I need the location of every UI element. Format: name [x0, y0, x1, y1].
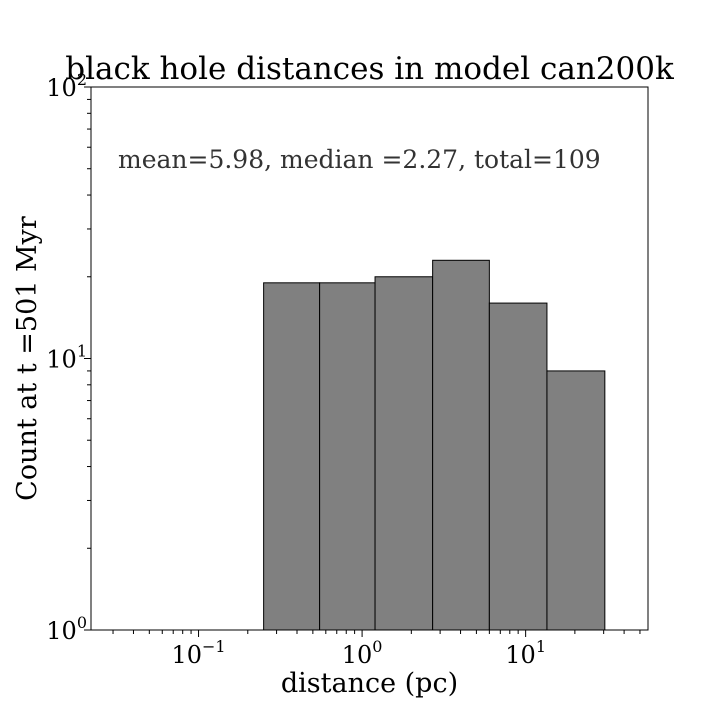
- histogram-bar: [546, 370, 606, 631]
- histogram-bar: [374, 276, 434, 631]
- x-axis-label: distance (pc): [281, 668, 458, 699]
- x-tick-label: 100: [342, 637, 383, 669]
- plot-frame: [90, 86, 649, 631]
- ticks-group: [84, 86, 641, 637]
- y-axis-label: Count at t =501 Myr: [12, 216, 43, 501]
- histogram-bar: [432, 259, 490, 631]
- histogram-bar: [319, 282, 376, 631]
- stats-annotation: mean=5.98, median =2.27, total=109: [118, 145, 601, 174]
- chart-title: black hole distances in model can200k: [65, 51, 674, 87]
- x-tick-label: 10−1: [171, 637, 225, 669]
- y-tick-label: 101: [46, 342, 87, 374]
- tick-labels-group: 10−1 100 101 100 101 102: [46, 70, 546, 669]
- y-tick-label: 100: [46, 613, 87, 645]
- histogram-bar: [263, 282, 321, 631]
- x-tick-label: 101: [505, 637, 546, 669]
- bars-group: [263, 259, 606, 631]
- y-tick-label: 102: [46, 70, 87, 102]
- histogram-bar: [488, 302, 548, 631]
